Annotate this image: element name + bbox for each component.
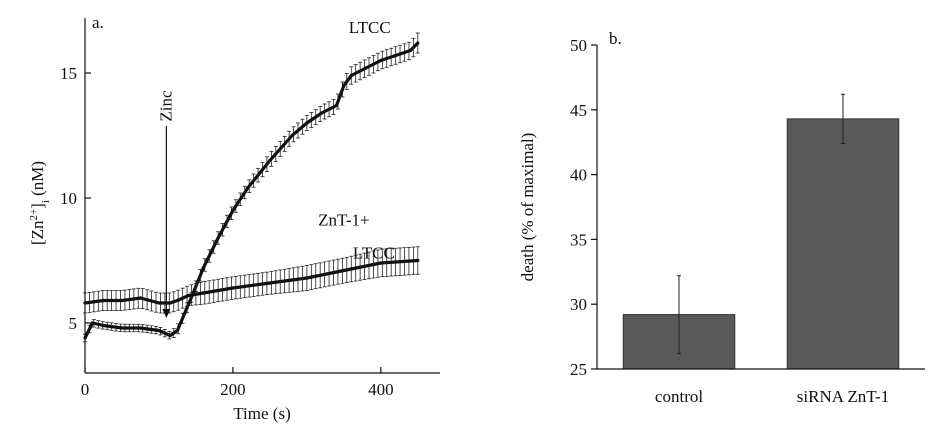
data-point	[168, 301, 172, 305]
panel-b-y-ticks: 25 30 35 40 45 50	[570, 36, 597, 379]
y-tick-label: 35	[570, 230, 587, 249]
data-point	[231, 208, 235, 213]
data-point	[216, 236, 220, 240]
series-label-ltcc: LTCC	[349, 18, 391, 37]
data-point	[157, 301, 161, 305]
data-point	[416, 41, 420, 45]
data-point	[364, 66, 368, 70]
data-point	[201, 266, 205, 270]
data-point	[120, 298, 124, 303]
y-tick-label: 15	[60, 64, 77, 83]
y-tick-label: 25	[570, 360, 587, 379]
zinc-arrow-head	[162, 309, 171, 318]
data-point	[305, 276, 309, 280]
series-line	[83, 41, 419, 339]
panel-a-plot-area	[83, 32, 420, 343]
data-point	[101, 323, 106, 328]
panel-a-y-ticks: 5 10 15	[60, 64, 91, 333]
y-tick-label: 30	[570, 295, 587, 314]
data-point	[394, 53, 398, 58]
panel-a-label: a.	[92, 13, 104, 32]
data-point	[138, 326, 143, 330]
data-point	[379, 261, 383, 265]
data-point	[168, 333, 172, 338]
x-tick-label: 400	[368, 380, 394, 399]
x-tick-label: 0	[81, 380, 90, 399]
data-point	[342, 83, 346, 88]
panel-a-x-axis-title: Time (s)	[233, 404, 290, 423]
y-tick-label: 45	[570, 101, 587, 120]
data-point	[268, 158, 272, 163]
x-tick-label: 200	[220, 380, 246, 399]
category-label: control	[655, 387, 703, 406]
panel-b-y-axis-title: death (% of maximal)	[518, 133, 537, 282]
panel-b: b. 25 30 35 40 45 50 control siRNA ZnT-1 death…	[518, 29, 925, 406]
panel-b-plot-area	[622, 93, 900, 370]
data-point	[334, 103, 339, 108]
data-point	[246, 186, 250, 190]
zinc-annotation: Zinc	[156, 90, 175, 318]
data-point	[90, 321, 94, 325]
data-point	[342, 268, 346, 273]
y-tick-label: 50	[570, 36, 587, 55]
data-point	[101, 298, 106, 303]
y-tick-label: 40	[570, 166, 587, 185]
data-point	[305, 121, 309, 125]
panel-a-y-axis-title: [Zn2+]i (nM)	[28, 161, 52, 245]
data-point	[408, 48, 413, 53]
data-point	[349, 73, 353, 78]
series-line	[84, 258, 418, 305]
series-znt1-ltcc	[83, 246, 420, 314]
panel-b-category-labels: control siRNA ZnT-1	[655, 387, 889, 406]
category-label: siRNA ZnT-1	[797, 387, 889, 406]
data-point	[379, 58, 383, 63]
data-point	[268, 281, 272, 285]
data-point	[183, 311, 187, 315]
panel-a: a. 5 10 15 0 200 400 Time (s) [Zn2+]i (nM) Z…	[28, 13, 440, 423]
data-point	[186, 293, 191, 298]
panel-a-x-ticks: 0 200 400	[81, 367, 394, 399]
data-point	[231, 286, 235, 290]
series-ltcc	[83, 32, 420, 343]
data-point	[175, 298, 180, 303]
data-point	[138, 296, 143, 300]
data-point	[157, 328, 161, 333]
series-label-znt1-line2: LTCC	[353, 244, 395, 263]
bar-group-control	[622, 275, 736, 370]
data-point	[290, 133, 294, 138]
series-label-znt1-line1: ZnT-1+	[318, 211, 369, 230]
data-point	[320, 111, 324, 115]
panel-b-label: b.	[609, 29, 622, 48]
data-point	[201, 291, 205, 295]
data-point	[175, 328, 180, 333]
data-point	[416, 258, 420, 263]
y-tick-label: 5	[69, 314, 78, 333]
zinc-label: Zinc	[156, 90, 175, 122]
data-point	[120, 326, 124, 330]
bar	[786, 118, 900, 370]
y-tick-label: 10	[60, 189, 77, 208]
bar-group-sirna-znt1	[786, 93, 900, 370]
